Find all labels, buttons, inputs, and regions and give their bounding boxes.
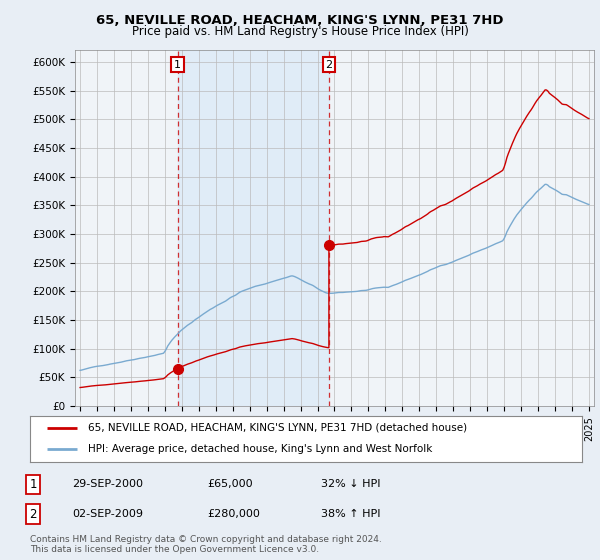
Text: Price paid vs. HM Land Registry's House Price Index (HPI): Price paid vs. HM Land Registry's House … — [131, 25, 469, 38]
Text: HPI: Average price, detached house, King's Lynn and West Norfolk: HPI: Average price, detached house, King… — [88, 444, 433, 454]
Text: £280,000: £280,000 — [207, 509, 260, 519]
Text: 02-SEP-2009: 02-SEP-2009 — [72, 509, 143, 519]
Text: 32% ↓ HPI: 32% ↓ HPI — [321, 479, 380, 489]
Text: 2: 2 — [29, 507, 37, 521]
Text: 1: 1 — [29, 478, 37, 491]
Text: 1: 1 — [174, 59, 181, 69]
Bar — [178, 50, 329, 406]
Text: Contains HM Land Registry data © Crown copyright and database right 2024.
This d: Contains HM Land Registry data © Crown c… — [30, 535, 382, 554]
Text: 65, NEVILLE ROAD, HEACHAM, KING'S LYNN, PE31 7HD: 65, NEVILLE ROAD, HEACHAM, KING'S LYNN, … — [96, 14, 504, 27]
Text: 38% ↑ HPI: 38% ↑ HPI — [321, 509, 380, 519]
Text: 29-SEP-2000: 29-SEP-2000 — [72, 479, 143, 489]
Text: £65,000: £65,000 — [207, 479, 253, 489]
Text: 2: 2 — [325, 59, 332, 69]
Text: 65, NEVILLE ROAD, HEACHAM, KING'S LYNN, PE31 7HD (detached house): 65, NEVILLE ROAD, HEACHAM, KING'S LYNN, … — [88, 423, 467, 432]
